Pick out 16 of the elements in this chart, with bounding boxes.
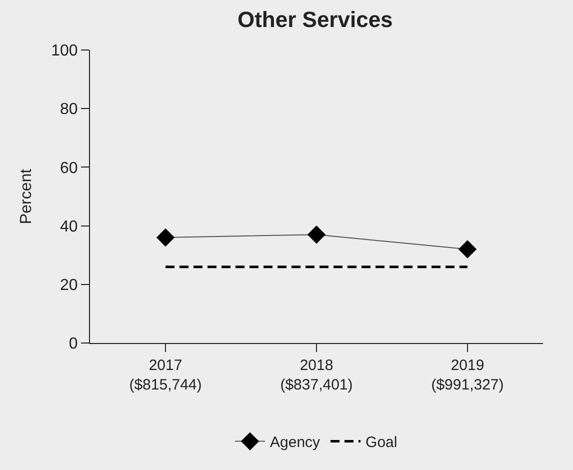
legend-label: Goal xyxy=(366,434,398,452)
point xyxy=(307,225,326,244)
y-tick-label: 0 xyxy=(68,336,78,353)
chart-title: Other Services xyxy=(237,7,393,32)
legend-label: Agency xyxy=(270,434,321,452)
y-tick-label: 80 xyxy=(60,101,78,118)
y-axis-title: Percent xyxy=(18,168,35,224)
x-tick-label: 2017 ($815,744) xyxy=(129,357,202,394)
point xyxy=(156,228,175,247)
y-tick-label: 100 xyxy=(51,42,78,60)
x-tick-label: 2018 ($837,401) xyxy=(280,357,353,394)
y-tick-label: 20 xyxy=(60,277,78,294)
x-tick-label: 2019 ($991,327) xyxy=(431,357,504,394)
y-tick-label: 40 xyxy=(60,218,78,236)
y-tick-label: 60 xyxy=(60,160,78,177)
point xyxy=(458,240,477,258)
